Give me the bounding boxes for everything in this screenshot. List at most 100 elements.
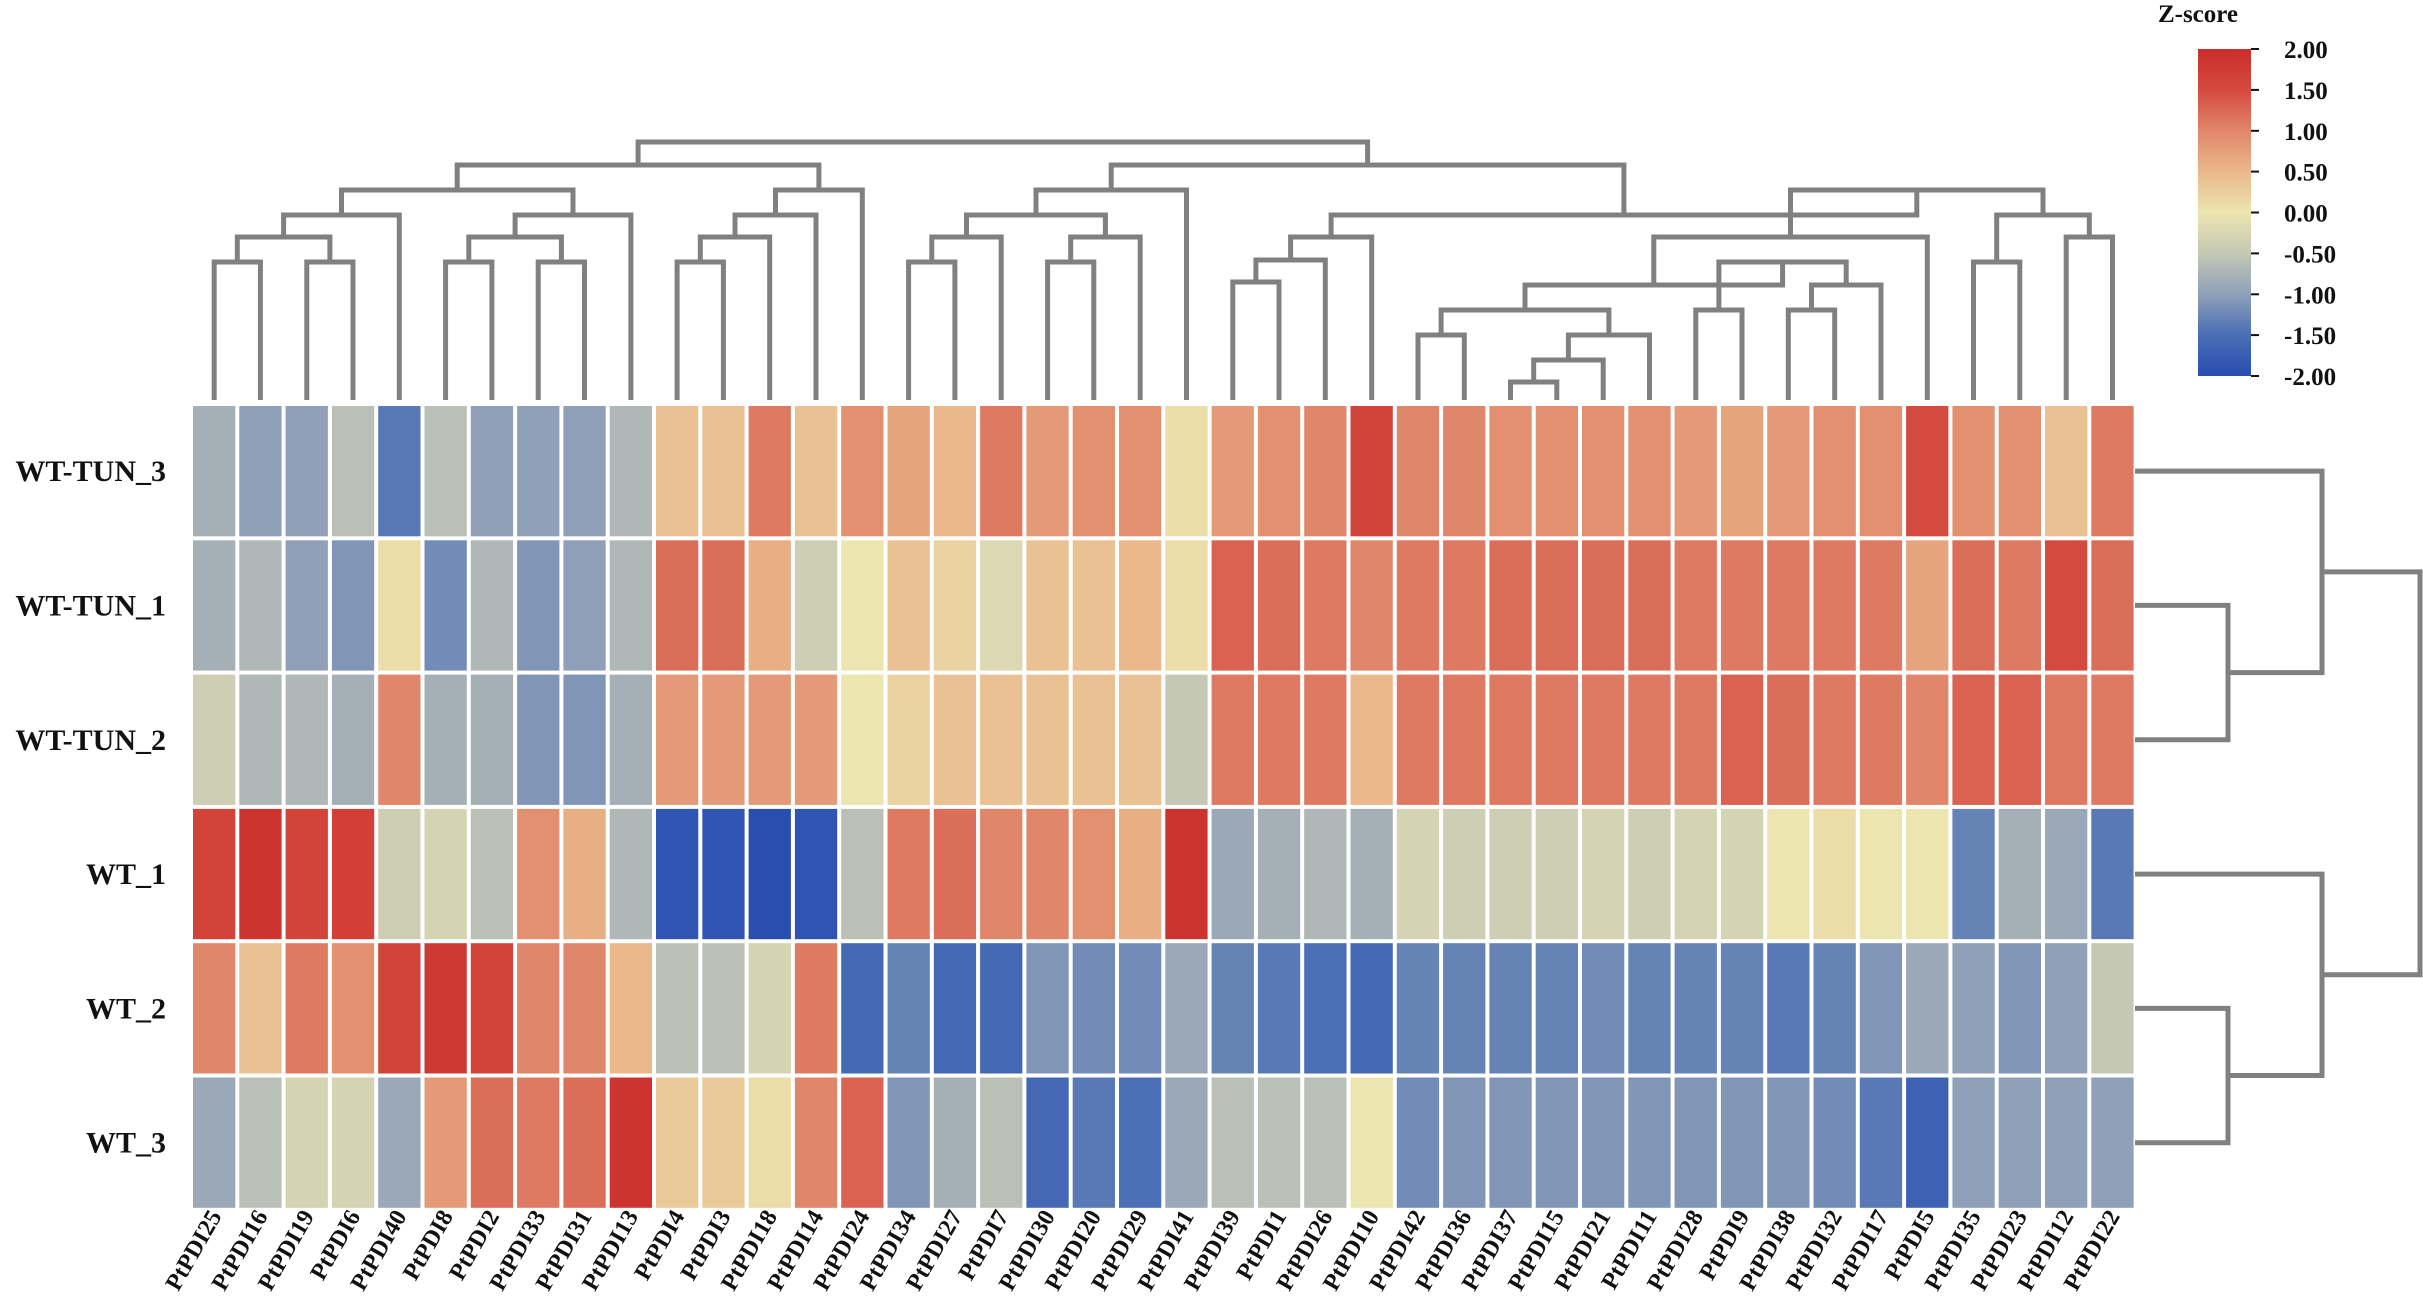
heatmap-cell (1350, 943, 1393, 1074)
heatmap-cell (1211, 406, 1254, 537)
heatmap-cell (748, 1077, 791, 1208)
heatmap-cell (980, 943, 1023, 1074)
heatmap-cell (656, 1077, 699, 1208)
heatmap-cell (1165, 540, 1208, 671)
heatmap-cell (1396, 674, 1440, 805)
heatmap-cell (563, 943, 606, 1074)
heatmap-cell (702, 540, 745, 671)
heatmap-cell (1906, 406, 1949, 537)
heatmap-cell (517, 540, 560, 671)
heatmap-cell (794, 943, 838, 1074)
heatmap-cell (1443, 943, 1486, 1074)
heatmap-cell (1628, 943, 1671, 1074)
dendrogram-link (906, 259, 958, 400)
heatmap-cell (1859, 406, 1903, 537)
heatmap-cell (748, 406, 791, 537)
dendrogram-link (2135, 602, 2231, 743)
heatmap-cell (656, 540, 699, 671)
row-label: WT-TUN_3 (15, 455, 166, 488)
heatmap-cell (331, 1077, 375, 1208)
dendrogram-link (1693, 307, 1745, 400)
heatmap-cell (1165, 674, 1208, 805)
heatmap-cell (748, 674, 791, 805)
heatmap-cell (470, 406, 514, 537)
heatmap-cell (193, 406, 236, 537)
heatmap-cell (1350, 674, 1393, 805)
heatmap-cell (702, 1077, 745, 1208)
heatmap-cell (1257, 808, 1301, 940)
heatmap-cell (378, 406, 421, 537)
dendrogram-link (1971, 259, 2023, 400)
heatmap-cell (1165, 1077, 1208, 1208)
heatmap-cell (1767, 808, 1810, 940)
heatmap-cell (1119, 406, 1162, 537)
heatmap-cell (1813, 1077, 1856, 1208)
heatmap-cell (1396, 808, 1440, 940)
heatmap-cell (517, 674, 560, 805)
heatmap-cell (1165, 943, 1208, 1074)
heatmap-cell (1813, 406, 1856, 537)
heatmap-cell (1119, 808, 1162, 940)
heatmap-cell (2045, 406, 2088, 537)
heatmap-cell (1257, 406, 1301, 537)
heatmap-cell (239, 808, 282, 940)
heatmap-cell (702, 808, 745, 940)
dendrogram-link (1809, 282, 1884, 400)
heatmap-cell (285, 1077, 328, 1208)
heatmap-cells (193, 406, 2134, 1208)
row-label: WT_1 (86, 858, 166, 891)
dendrogram-link (1508, 379, 1560, 400)
heatmap-cell (1072, 540, 1115, 671)
heatmap-cell (1767, 943, 1810, 1074)
heatmap-cell (933, 674, 977, 805)
heatmap-cell (378, 808, 421, 940)
heatmap-cell (702, 943, 745, 1074)
heatmap-cell (1257, 674, 1301, 805)
heatmap-cell (841, 674, 884, 805)
heatmap-cell (841, 406, 884, 537)
dendrogram-link (454, 162, 822, 190)
heatmap-cell (794, 406, 838, 537)
heatmap-cell (193, 808, 236, 940)
heatmap-cell (239, 540, 282, 671)
heatmap-cell (2045, 808, 2088, 940)
heatmap-cell (702, 406, 745, 537)
heatmap-cell (1859, 540, 1903, 671)
heatmap-cell (563, 808, 606, 940)
heatmap-cell (794, 808, 838, 940)
dendrogram-link (512, 212, 634, 400)
heatmap-cell (1489, 1077, 1532, 1208)
heatmap-cell (2045, 674, 2088, 805)
legend-tick-label: 2.00 (2284, 37, 2328, 64)
heatmap-cell (1674, 1077, 1717, 1208)
heatmap-cell (470, 1077, 514, 1208)
heatmap-cell (1535, 540, 1578, 671)
heatmap-cell (841, 943, 884, 1074)
heatmap-cell (424, 406, 467, 537)
dendrogram-link (2135, 1005, 2231, 1146)
heatmap-cell (980, 406, 1023, 537)
row-label: WT-TUN_2 (15, 724, 166, 757)
heatmap-cell (1813, 943, 1856, 1074)
heatmap-cell (887, 943, 930, 1074)
dendrogram-link (1045, 259, 1097, 400)
heatmap-cell (285, 943, 328, 1074)
heatmap-cell (1304, 808, 1347, 940)
heatmap-cell (470, 674, 514, 805)
heatmap-cell (1165, 406, 1208, 537)
heatmap-cell (1211, 674, 1254, 805)
heatmap-cell (1396, 540, 1440, 671)
heatmap-cell (2091, 1077, 2134, 1208)
dendrogram-link (1438, 307, 1612, 335)
heatmap-cell (1350, 1077, 1393, 1208)
heatmap-cell (1304, 943, 1347, 1074)
column-dendrogram (211, 139, 2115, 400)
heatmap-cell (1582, 1077, 1625, 1208)
heatmap-cell (609, 1077, 652, 1208)
heatmap-cell (794, 540, 838, 671)
heatmap-cell (2091, 406, 2134, 537)
heatmap-cell (1674, 808, 1717, 940)
heatmap-cell (1998, 674, 2041, 805)
heatmap-cell (517, 943, 560, 1074)
